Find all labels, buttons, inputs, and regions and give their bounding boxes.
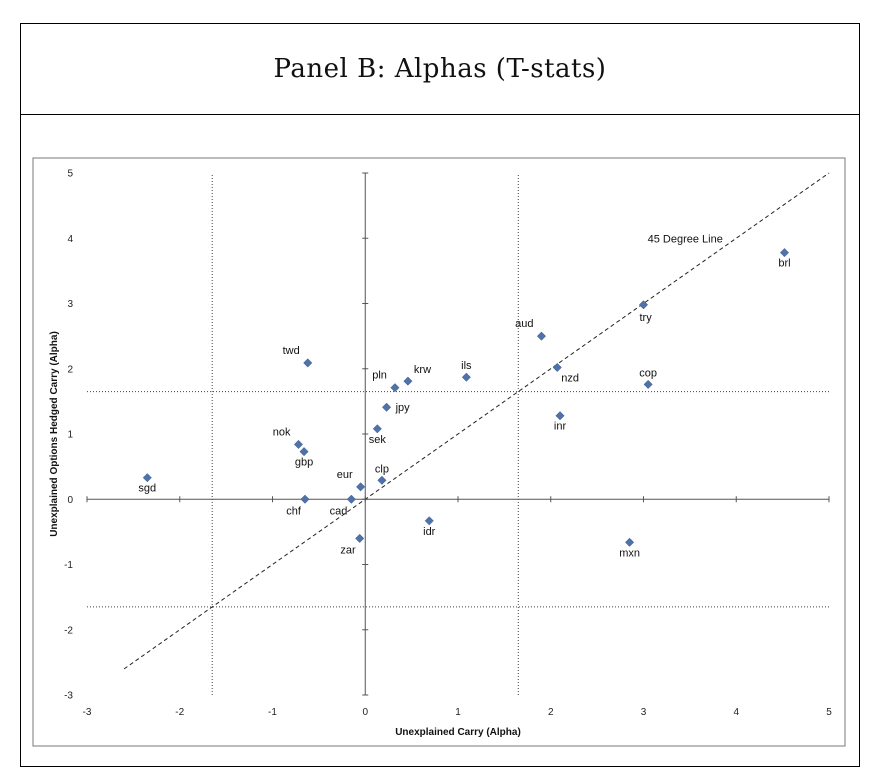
point-nok [293, 439, 304, 449]
axes [86, 172, 830, 696]
x-tick-label: 4 [733, 707, 739, 718]
point-chf [300, 494, 310, 504]
point-label-pln: pln [372, 370, 387, 382]
point-label-twd: twd [283, 345, 300, 357]
y-tick-label: -3 [64, 691, 73, 702]
point-label-sgd: sgd [138, 483, 156, 495]
x-tick-label: 1 [455, 707, 461, 718]
point-mxn [625, 537, 635, 547]
point-label-nzd: nzd [561, 372, 579, 384]
y-tick-label: -1 [64, 560, 73, 571]
point-label-clp: clp [375, 463, 389, 475]
point-clp [377, 475, 387, 485]
plot-border [32, 157, 846, 747]
point-pln [390, 383, 400, 393]
point-sek [372, 424, 382, 434]
point-jpy [382, 402, 392, 412]
point-label-aud: aud [515, 318, 533, 330]
x-tick-label: 5 [826, 707, 832, 718]
point-label-cop: cop [639, 367, 657, 379]
y-tick-label: 3 [67, 299, 73, 310]
x-tick-label: 3 [641, 707, 647, 718]
y-tick-label: 1 [67, 430, 73, 441]
point-label-brl: brl [778, 258, 790, 270]
point-eur [356, 482, 366, 492]
point-label-chf: chf [286, 505, 302, 517]
point-label-cad: cad [330, 505, 348, 517]
point-label-sek: sek [369, 434, 387, 446]
point-label-eur: eur [337, 469, 353, 481]
x-axis-label: Unexplained Carry (Alpha) [395, 727, 521, 738]
figure-frame: Panel B: Alphas (T-stats) [20, 23, 860, 767]
point-label-jpy: jpy [395, 402, 411, 414]
y-tick-label: 5 [67, 169, 73, 180]
diagonal-45-line [123, 172, 830, 670]
title-band: Panel B: Alphas (T-stats) [21, 24, 859, 115]
point-labels: brl try aud nzd cop inr mxn twd nok gbp chf sgd pln k… [138, 258, 790, 560]
x-tick-label: 0 [362, 707, 368, 718]
point-cop [643, 379, 653, 389]
point-label-idr: idr [423, 526, 436, 538]
point-brl [779, 248, 790, 258]
point-aud [536, 331, 547, 341]
point-try [638, 300, 649, 310]
point-inr [555, 411, 565, 421]
y-tick-label: 4 [67, 234, 73, 245]
point-zar [355, 533, 365, 543]
point-gbp [299, 447, 309, 457]
y-axis-label: Unexplained Options Hedged Carry (Alpha) [49, 331, 60, 537]
point-label-krw: krw [414, 364, 431, 376]
point-label-inr: inr [554, 421, 567, 433]
diagonal-line-label: 45 Degree Line [648, 233, 723, 245]
tick-labels: -3 -2 -1 0 1 2 3 4 5 -3 -2 -1 0 1 2 3 4 5 [64, 169, 832, 719]
point-label-zar: zar [340, 544, 356, 556]
y-tick-label: 0 [67, 495, 73, 506]
y-tick-label: -2 [64, 625, 73, 636]
x-tick-label: -1 [268, 707, 277, 718]
panel-title: Panel B: Alphas (T-stats) [273, 54, 607, 84]
point-sgd [142, 473, 152, 483]
data-points [142, 248, 790, 547]
point-cad [346, 494, 356, 504]
point-label-try: try [640, 312, 653, 324]
x-tick-label: -2 [175, 707, 184, 718]
point-label-gbp: gbp [295, 457, 313, 469]
x-tick-label: -3 [83, 707, 92, 718]
point-label-ils: ils [461, 360, 472, 372]
point-nzd [552, 362, 562, 372]
reference-lines [87, 172, 830, 695]
point-idr [424, 516, 434, 526]
point-twd [303, 358, 313, 368]
point-label-mxn: mxn [619, 547, 640, 559]
point-label-nok: nok [273, 426, 291, 438]
y-tick-label: 2 [67, 364, 73, 375]
point-krw [403, 376, 413, 386]
x-tick-label: 2 [548, 707, 554, 718]
point-ils [461, 372, 471, 382]
